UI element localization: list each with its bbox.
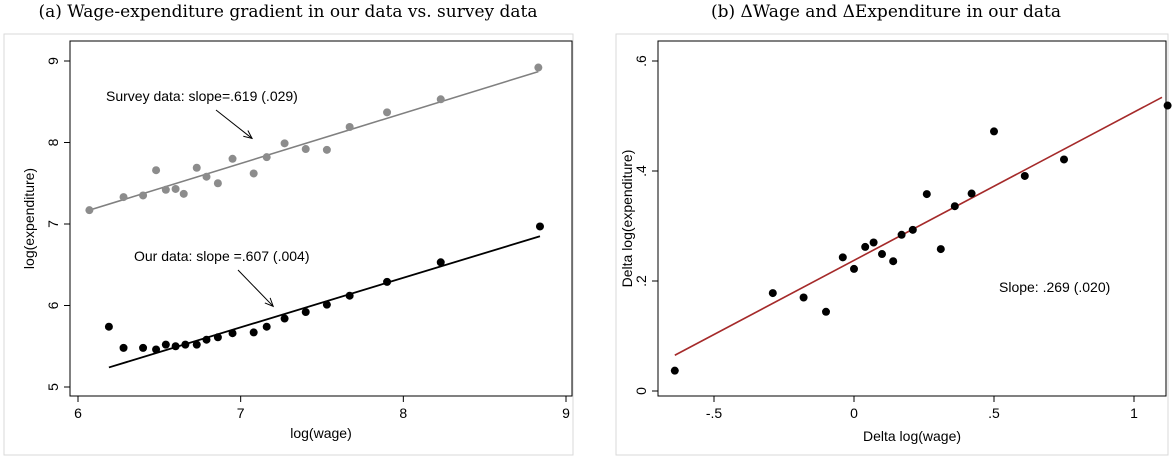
ours-point xyxy=(105,323,113,331)
survey-point xyxy=(214,179,222,187)
delta-point xyxy=(671,367,679,375)
survey-slope-annotation: Survey data: slope=.619 (.029) xyxy=(106,88,298,104)
ours-point xyxy=(302,308,310,316)
survey-point xyxy=(323,146,331,154)
ours-point xyxy=(120,344,128,352)
ours-point xyxy=(281,315,289,323)
panel-b-y-tick-label: .2 xyxy=(633,275,649,287)
panel-a-y-tick-label: 6 xyxy=(45,301,61,309)
delta-point xyxy=(1164,102,1172,110)
delta-point xyxy=(951,202,959,210)
survey-point xyxy=(437,95,445,103)
delta-point xyxy=(870,239,878,247)
survey-point xyxy=(250,169,258,177)
ours-point xyxy=(162,341,170,349)
panel-b-chart: -.5 0 .5 1 0 .2 .4 .6 Delta log(wage) Delta log(e… xyxy=(616,34,1172,455)
delta-point xyxy=(769,289,777,297)
survey-point xyxy=(281,139,289,147)
ours-point xyxy=(323,301,331,309)
survey-point xyxy=(302,145,310,153)
ours-point xyxy=(346,292,354,300)
delta-point xyxy=(898,231,906,239)
ours-point xyxy=(139,344,147,352)
delta-point xyxy=(878,250,886,258)
panel-b-y-tick-label: .4 xyxy=(633,165,649,177)
delta-slope-annotation: Slope: .269 (.020) xyxy=(999,279,1110,295)
ours-point xyxy=(437,258,445,266)
panel-a-x-tick-label: 9 xyxy=(562,405,570,421)
panel-b-x-axis-label: Delta log(wage) xyxy=(863,428,961,444)
survey-point xyxy=(85,206,93,214)
panel-b-y-axis-label: Delta log(expenditure) xyxy=(619,150,635,288)
delta-point xyxy=(923,190,931,198)
panel-a-chart: 6 7 8 9 5 6 7 8 9 log(wage) log(expenditure) Survey… xyxy=(4,34,573,455)
survey-point xyxy=(139,191,147,199)
delta-point xyxy=(850,265,858,273)
ours-point xyxy=(536,222,544,230)
survey-point xyxy=(162,186,170,194)
delta-point xyxy=(990,127,998,135)
ours-point xyxy=(181,341,189,349)
panel-a-x-tick-label: 8 xyxy=(399,405,407,421)
delta-point xyxy=(889,257,897,265)
ours-point xyxy=(193,341,201,349)
panel-a-x-axis-label: log(wage) xyxy=(290,425,351,441)
ours-point xyxy=(229,329,237,337)
panel-b-plot-frame xyxy=(658,41,1166,396)
survey-point xyxy=(172,185,180,193)
panel-a-x-tick-label: 7 xyxy=(237,405,245,421)
delta-point xyxy=(861,243,869,251)
panel-a-y-axis-label: log(expenditure) xyxy=(21,168,37,269)
survey-point xyxy=(152,166,160,174)
ours-point xyxy=(250,328,258,336)
survey-point xyxy=(193,164,201,172)
survey-point xyxy=(229,155,237,163)
ours-point xyxy=(214,333,222,341)
panel-a-x-tick-label: 6 xyxy=(74,405,82,421)
delta-point xyxy=(968,190,976,198)
panel-b-y-tick-label: 0 xyxy=(633,387,649,395)
ours-point xyxy=(172,342,180,350)
panel-b-x-tick-label: 1 xyxy=(1130,405,1138,421)
ours-point xyxy=(152,346,160,354)
survey-point xyxy=(263,153,271,161)
ours-point xyxy=(203,336,211,344)
panel-a-y-tick-label: 7 xyxy=(45,220,61,228)
panel-b-x-tick-label: -.5 xyxy=(706,405,723,421)
our-slope-annotation: Our data: slope =.607 (.004) xyxy=(134,248,310,264)
panel-a-y-tick-label: 9 xyxy=(45,57,61,65)
delta-point xyxy=(909,226,917,234)
panel-b-x-tick-label: .5 xyxy=(988,405,1000,421)
delta-point xyxy=(937,245,945,253)
panel-b-x-tick-label: 0 xyxy=(850,405,858,421)
survey-point xyxy=(383,108,391,116)
survey-point xyxy=(346,123,354,131)
survey-point xyxy=(180,190,188,198)
delta-point xyxy=(822,308,830,316)
ours-point xyxy=(383,278,391,286)
delta-point xyxy=(1021,172,1029,180)
delta-point xyxy=(1060,155,1068,163)
panel-a-y-tick-label: 8 xyxy=(45,138,61,146)
panel-a-y-tick-label: 5 xyxy=(45,383,61,391)
survey-point xyxy=(203,173,211,181)
delta-point xyxy=(839,253,847,261)
survey-point xyxy=(120,193,128,201)
ours-point xyxy=(263,323,271,331)
delta-point xyxy=(800,294,808,302)
survey-point xyxy=(534,64,542,72)
panel-b-y-tick-label: .6 xyxy=(633,55,649,67)
